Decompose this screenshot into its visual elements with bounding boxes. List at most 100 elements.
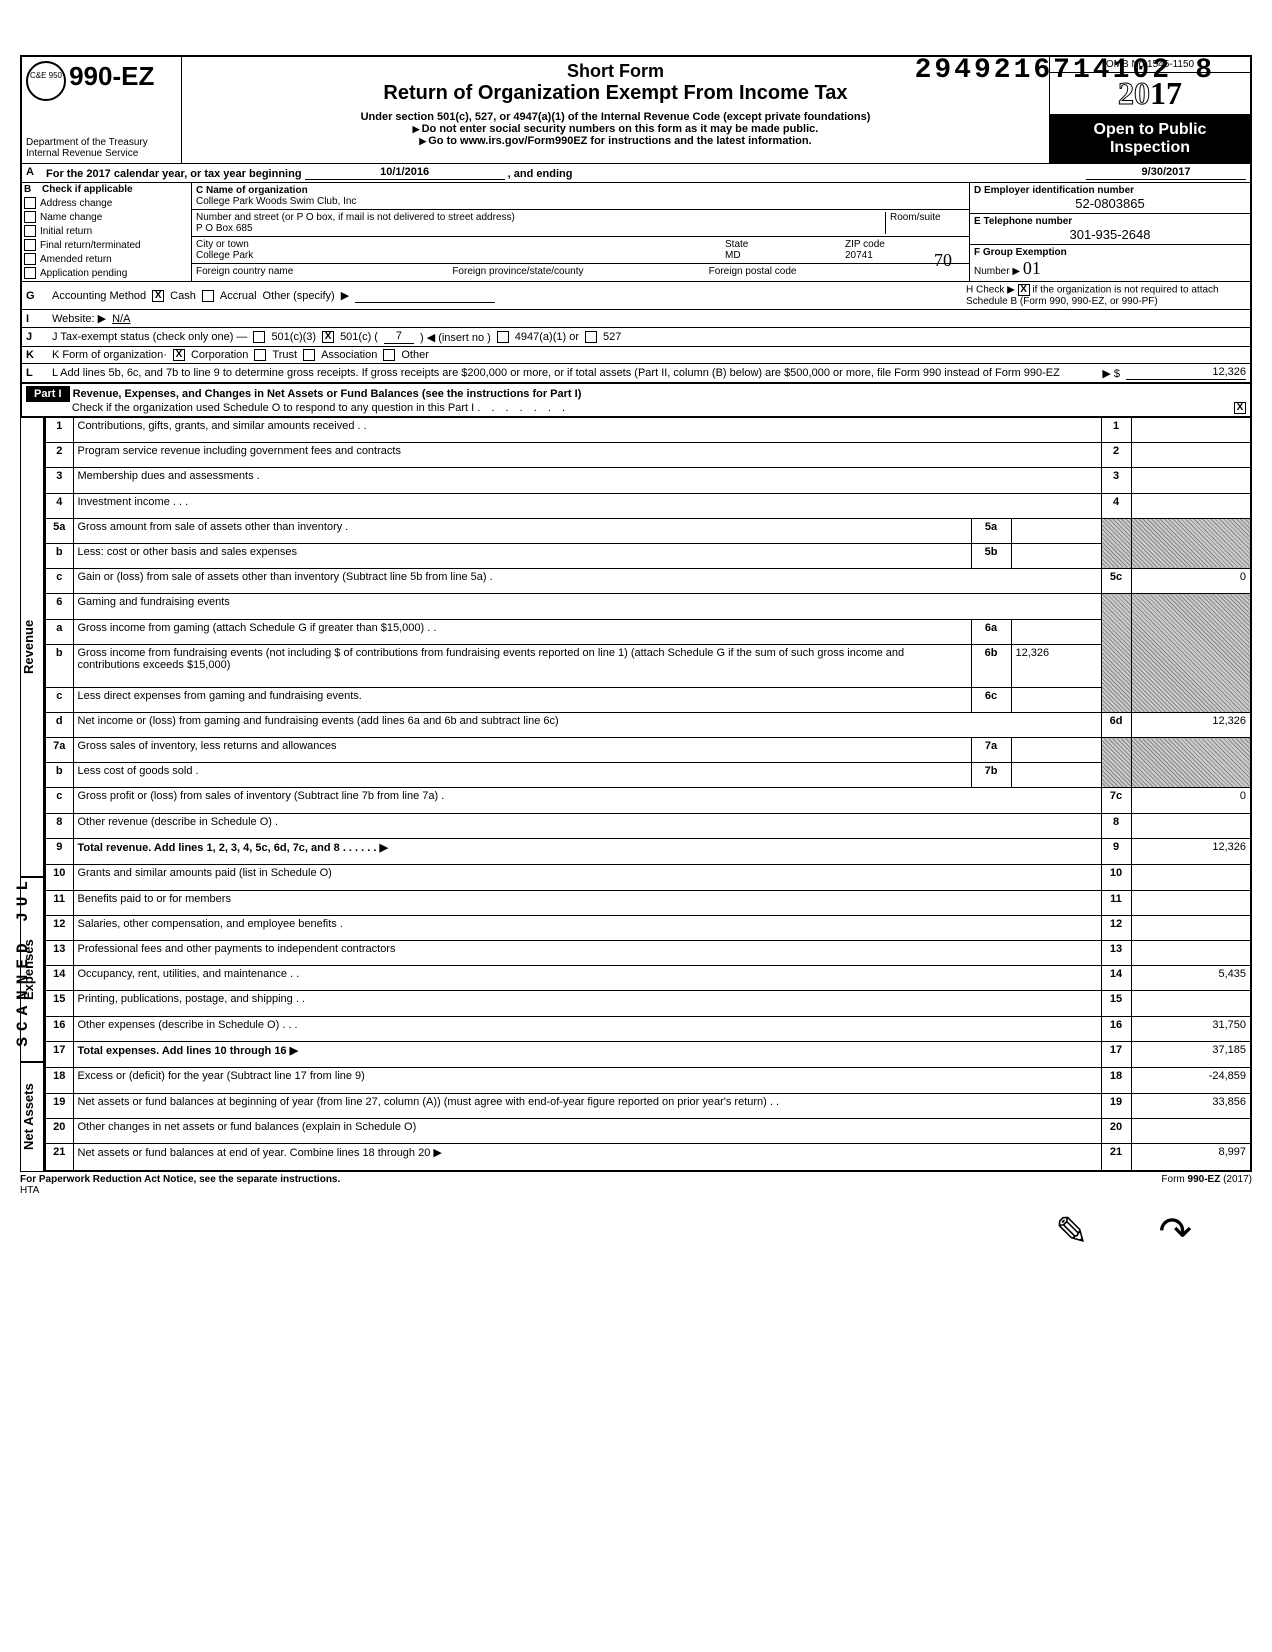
line-18-amt[interactable]: -24,859 — [1131, 1068, 1251, 1093]
phone-value[interactable]: 301-935-2648 — [974, 227, 1246, 242]
tax-year-end[interactable]: 9/30/2017 — [1086, 166, 1246, 180]
chk-other-org[interactable] — [383, 349, 395, 361]
line-6c-amt[interactable] — [1011, 687, 1101, 712]
line-19-amt[interactable]: 33,856 — [1131, 1093, 1251, 1118]
line-16-text: Other expenses (describe in Schedule O) … — [73, 1016, 1101, 1041]
line-7a-amt[interactable] — [1011, 738, 1101, 763]
chk-corp[interactable]: X — [173, 349, 185, 361]
line-13-amt[interactable] — [1131, 941, 1251, 966]
open-label: Open to Public — [1054, 121, 1246, 139]
addr-value[interactable]: P O Box 685 — [196, 223, 253, 234]
lbl-corp: Corporation — [191, 349, 248, 361]
line-21: 21Net assets or fund balances at end of … — [45, 1144, 1251, 1172]
chk-501c3[interactable] — [253, 331, 265, 343]
website-label: Website: ▶ — [52, 312, 106, 325]
line-3-amt[interactable] — [1131, 468, 1251, 493]
row-l-text: L Add lines 5b, 6c, and 7b to line 9 to … — [52, 367, 1096, 379]
line-5a-amt[interactable] — [1011, 518, 1101, 543]
chk-h[interactable]: X — [1018, 284, 1030, 296]
line-12-amt[interactable] — [1131, 915, 1251, 940]
chk-name-change[interactable] — [24, 211, 36, 223]
chk-trust[interactable] — [254, 349, 266, 361]
line-8-text: Other revenue (describe in Schedule O) . — [73, 813, 1101, 838]
other-method-input[interactable] — [355, 289, 495, 303]
line-7b-amt[interactable] — [1011, 763, 1101, 788]
line-9-text: Total revenue. Add lines 1, 2, 3, 4, 5c,… — [73, 838, 1101, 865]
line-5b-amt[interactable] — [1011, 543, 1101, 568]
line-6a-amt[interactable] — [1011, 619, 1101, 644]
line-5b-text: Less: cost or other basis and sales expe… — [73, 543, 971, 568]
chk-accrual[interactable] — [202, 290, 214, 302]
chk-527[interactable] — [585, 331, 597, 343]
row-j: J J Tax-exempt status (check only one) —… — [20, 328, 1252, 347]
line-2-amt[interactable] — [1131, 443, 1251, 468]
irs-seal-icon: C&E 950 — [26, 61, 66, 101]
state-value[interactable]: MD — [725, 250, 741, 261]
lbl-assoc: Association — [321, 349, 377, 361]
lbl-name-change: Name change — [40, 212, 102, 223]
line-15-amt[interactable] — [1131, 991, 1251, 1016]
foreign-state-label: Foreign province/state/county — [452, 266, 708, 277]
line-9-amt[interactable]: 12,326 — [1131, 838, 1251, 865]
line-6c-text: Less direct expenses from gaming and fun… — [73, 687, 971, 712]
line-14-amt[interactable]: 5,435 — [1131, 966, 1251, 991]
footer-right: Form 990-EZ (2017) — [1161, 1174, 1252, 1196]
row-l-arrow: ▶ $ — [1102, 367, 1120, 380]
city-value[interactable]: College Park — [196, 250, 253, 261]
zip-value[interactable]: 20741 — [845, 250, 873, 261]
label-b: B — [24, 184, 31, 195]
col-d-e-f: D Employer identification number52-08038… — [970, 183, 1250, 281]
chk-address-change[interactable] — [24, 197, 36, 209]
line-18: 18Excess or (deficit) for the year (Subt… — [45, 1068, 1251, 1093]
501c-num[interactable]: 7 — [384, 330, 414, 344]
line-16-amt[interactable]: 31,750 — [1131, 1016, 1251, 1041]
line-13-text: Professional fees and other payments to … — [73, 941, 1101, 966]
line-6-text: Gaming and fundraising events — [73, 594, 1101, 619]
line-8-amt[interactable] — [1131, 813, 1251, 838]
chk-4947[interactable] — [497, 331, 509, 343]
part1-table: 1Contributions, gifts, grants, and simil… — [44, 417, 1252, 1172]
chk-assoc[interactable] — [303, 349, 315, 361]
line-11-amt[interactable] — [1131, 890, 1251, 915]
line-4-text: Investment income . . . — [73, 493, 1101, 518]
line-7c-amt[interactable]: 0 — [1131, 788, 1251, 813]
part1-label: Part I — [26, 386, 70, 402]
line-6b-amt[interactable]: 12,326 — [1011, 644, 1101, 687]
room-suite-label: Room/suite — [885, 212, 965, 234]
line-5a-text: Gross amount from sale of assets other t… — [73, 518, 971, 543]
line-17-amt[interactable]: 37,185 — [1131, 1041, 1251, 1068]
line-6c: cLess direct expenses from gaming and fu… — [45, 687, 1251, 712]
chk-amended[interactable] — [24, 253, 36, 265]
signature-initials: ✎ ↷ — [20, 1208, 1252, 1255]
form-label-box: C&E 950 990-EZ Department of the Treasur… — [22, 57, 182, 163]
line-21-amt[interactable]: 8,997 — [1131, 1144, 1251, 1172]
row-g: G G Accounting Method Accounting Method … — [20, 282, 1252, 310]
line-1-amt[interactable] — [1131, 418, 1251, 443]
chk-initial-return[interactable] — [24, 225, 36, 237]
gross-receipts[interactable]: 12,326 — [1126, 366, 1246, 380]
line-10-text: Grants and similar amounts paid (list in… — [73, 865, 1101, 890]
chk-cash[interactable]: X — [152, 290, 164, 302]
line-4-amt[interactable] — [1131, 493, 1251, 518]
chk-501c[interactable]: X — [322, 331, 334, 343]
part1-dots: . . . . . . . — [477, 402, 569, 414]
chk-final-return[interactable] — [24, 239, 36, 251]
line-6a: aGross income from gaming (attach Schedu… — [45, 619, 1251, 644]
line-7a: 7aGross sales of inventory, less returns… — [45, 738, 1251, 763]
website-value[interactable]: N/A — [112, 313, 130, 325]
line-6d-amt[interactable]: 12,326 — [1131, 712, 1251, 737]
line-20-amt[interactable] — [1131, 1118, 1251, 1143]
ein-value[interactable]: 52-0803865 — [974, 196, 1246, 211]
lbl-cash: Cash — [170, 290, 196, 302]
chk-app-pending[interactable] — [24, 267, 36, 279]
tax-year-begin[interactable]: 10/1/2016 — [305, 166, 505, 180]
form-page: 2949216714102 8 C&E 950 990-EZ Departmen… — [20, 55, 1252, 1255]
chk-schedule-o[interactable]: X — [1234, 402, 1246, 414]
line-5c-amt[interactable]: 0 — [1131, 569, 1251, 594]
org-name[interactable]: College Park Woods Swim Club, Inc — [196, 196, 356, 207]
line-10-amt[interactable] — [1131, 865, 1251, 890]
line-10: 10Grants and similar amounts paid (list … — [45, 865, 1251, 890]
handwritten-01: 01 — [1023, 258, 1041, 279]
line-20-text: Other changes in net assets or fund bala… — [73, 1118, 1101, 1143]
lbl-other-org: Other — [401, 349, 429, 361]
